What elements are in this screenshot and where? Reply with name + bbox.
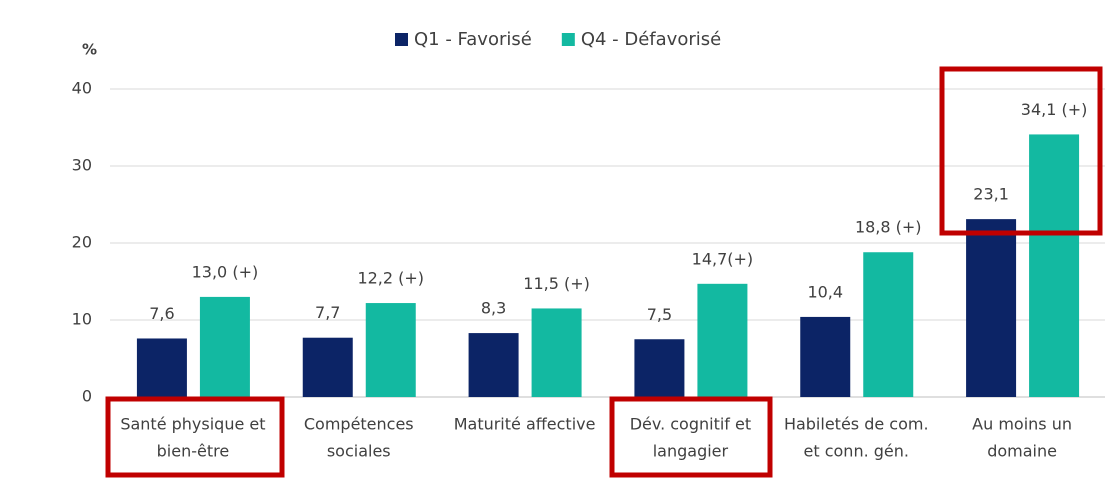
- x-tick-label: bien-être: [157, 442, 230, 461]
- bar: [863, 252, 914, 397]
- bar: [468, 333, 519, 397]
- value-label: 7,6: [149, 304, 174, 323]
- y-tick-label: 20: [72, 233, 92, 252]
- value-label: 10,4: [807, 282, 843, 301]
- y-tick-label: 30: [72, 156, 92, 175]
- highlight-box: [609, 396, 773, 478]
- bar: [136, 338, 187, 397]
- x-tick-label: Maturité affective: [454, 415, 596, 434]
- value-label: 18,8 (+): [855, 218, 922, 237]
- x-tick-label: Dév. cognitif et: [630, 415, 751, 434]
- value-label: 7,5: [647, 305, 672, 324]
- bar: [800, 316, 851, 397]
- bar: [531, 308, 582, 397]
- x-tick-label: Au moins un: [972, 415, 1072, 434]
- value-label: 13,0 (+): [192, 262, 259, 281]
- value-label: 8,3: [481, 299, 506, 318]
- x-tick-label: Compétences: [304, 415, 414, 434]
- bar: [1029, 134, 1080, 397]
- highlight-box: [939, 66, 1103, 236]
- legend-label: Q4 - Défavorisé: [581, 29, 721, 50]
- legend-swatch: [395, 33, 408, 46]
- bar: [302, 337, 353, 397]
- y-tick-label: 40: [72, 79, 92, 98]
- value-label: 14,7(+): [692, 249, 754, 268]
- value-label: 34,1 (+): [1021, 100, 1088, 119]
- value-label: 11,5 (+): [523, 274, 590, 293]
- y-axis-label: %: [82, 41, 97, 59]
- value-label: 23,1: [973, 185, 1009, 204]
- value-label: 7,7: [315, 303, 340, 322]
- x-tick-label: domaine: [987, 442, 1057, 461]
- bar: [365, 303, 416, 397]
- x-tick-label: langagier: [653, 442, 729, 461]
- bar: [697, 283, 748, 397]
- legend-swatch: [561, 33, 575, 46]
- plot: 0 10 20 30 40 Q1 - Favorisé Q4 - Défavorisé San…: [72, 29, 1105, 461]
- x-tick-label: Santé physique et: [120, 415, 265, 434]
- y-tick-label: 10: [72, 310, 92, 329]
- bar: [199, 296, 250, 397]
- y-tick-label: 0: [82, 387, 92, 406]
- legend-label: Q1 - Favorisé: [414, 29, 532, 50]
- x-tick-label: sociales: [327, 442, 391, 461]
- bar: [634, 339, 685, 397]
- x-tick-label: Habiletés de com.: [784, 415, 929, 434]
- highlight-box: [105, 396, 285, 478]
- value-label: 12,2 (+): [357, 269, 424, 288]
- bar: [966, 219, 1017, 397]
- x-tick-label: et conn. gén.: [804, 442, 909, 461]
